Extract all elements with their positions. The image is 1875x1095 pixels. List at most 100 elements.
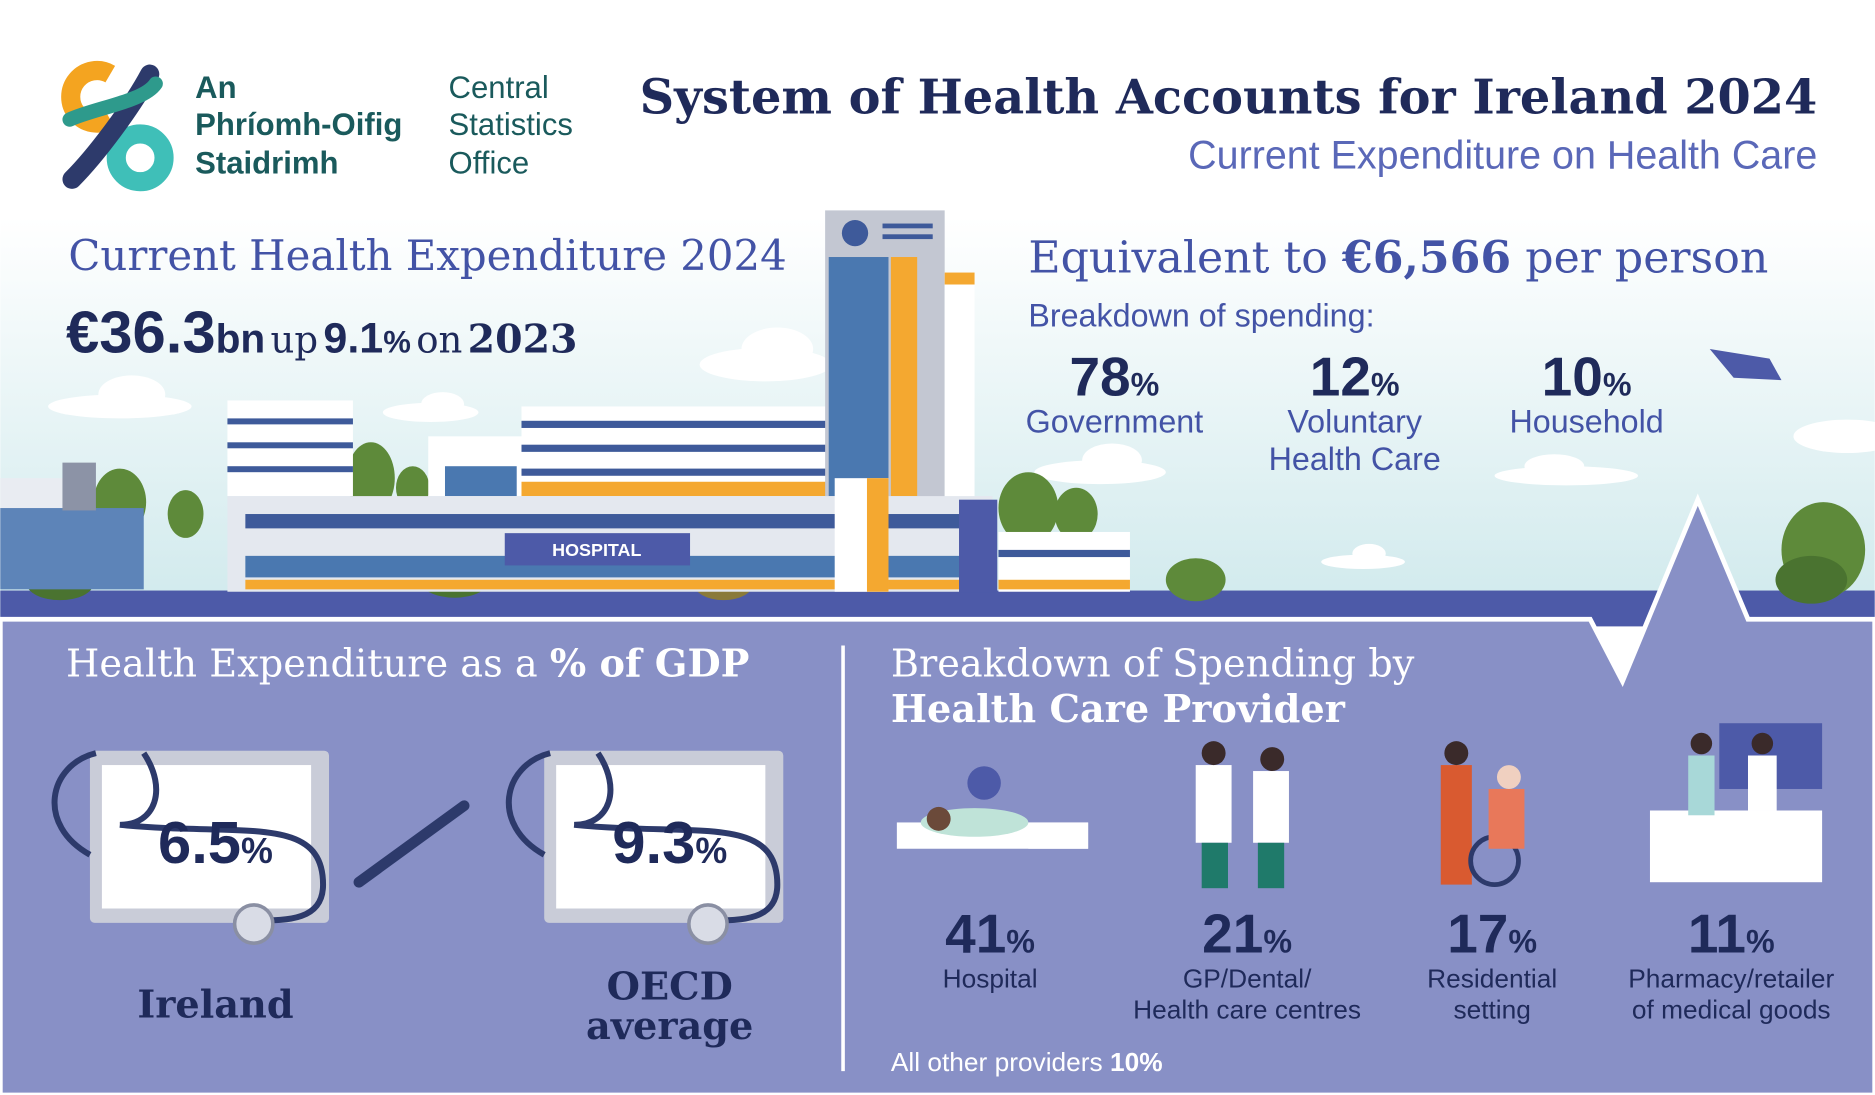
hospital-illustration-shape — [227, 418, 353, 425]
spending-heading: Breakdown of spending: — [1028, 297, 1374, 333]
stat-unit: % — [695, 831, 727, 871]
stat-unit: % — [1006, 924, 1035, 960]
stat-value: 41 — [945, 903, 1006, 965]
logo-shape — [61, 60, 116, 133]
stat-label: OECD — [607, 964, 733, 1009]
change-unit: % — [383, 325, 411, 360]
provider-illustrations-shape — [1496, 765, 1521, 789]
logo-english: Statistics — [449, 107, 573, 142]
hospital-illustration-shape — [890, 257, 918, 497]
stat-unit: % — [1263, 924, 1292, 960]
hospital-illustration-shape — [227, 466, 353, 473]
stat: 10% — [1542, 346, 1632, 408]
up-word: up — [271, 319, 319, 362]
title: System of Health Accounts for Ireland 20… — [640, 70, 1818, 126]
hospital-illustration-shape — [882, 223, 933, 229]
provider-illustrations-shape — [967, 766, 1001, 800]
on-word: on — [416, 319, 462, 362]
other-providers: All other providers 10% — [891, 1047, 1163, 1077]
stat-unit: % — [241, 831, 273, 871]
hospital-illustration-shape — [882, 234, 933, 240]
clouds-shape — [741, 327, 814, 371]
subtitle: Current Expenditure on Health Care — [1188, 134, 1817, 178]
stat-label: Hospital — [943, 963, 1038, 993]
provider-illustrations-shape — [1688, 755, 1715, 816]
logo — [61, 60, 174, 192]
stat-label: Voluntary — [1287, 404, 1422, 440]
expenditure-heading: Current Health Expenditure 2024 — [68, 231, 786, 280]
trees-shape — [1775, 555, 1848, 604]
hospital-illustration-shape — [444, 466, 517, 497]
hospital-illustration-shape — [944, 272, 975, 500]
providers-heading: Breakdown of Spending by — [891, 642, 1415, 687]
per-person-amount: €6,566 — [1341, 232, 1511, 284]
stat: 41% — [945, 903, 1035, 965]
stat-label: GP/Dental/ — [1183, 963, 1312, 993]
gdp-heading-text: Health Expenditure as a — [66, 642, 538, 687]
per-person: Equivalent to €6,566 per person — [1028, 232, 1768, 284]
clouds — [48, 327, 1875, 570]
stat-label: average — [586, 1004, 753, 1049]
trees-shape — [1165, 558, 1226, 602]
provider-illustrations-shape — [1201, 842, 1228, 889]
provider-illustrations-shape — [1747, 755, 1777, 811]
clouds-shape — [421, 392, 465, 417]
gdp-heading: Health Expenditure as a % of GDP — [66, 642, 749, 687]
logo-irish: Phríomh-Oifig — [195, 107, 402, 142]
clipboards-shape — [353, 800, 470, 888]
stat-unit: % — [1508, 924, 1537, 960]
stat-value: 9.3 — [612, 809, 695, 876]
clipboards-shape — [51, 750, 327, 924]
stat-label: of medical goods — [1632, 994, 1831, 1024]
clipboards-shape — [232, 903, 275, 945]
hospital-illustration-shape — [245, 514, 963, 529]
stat-value: 21 — [1202, 903, 1263, 965]
provider-illustrations-shape — [1028, 822, 1089, 849]
stat-value: 78 — [1069, 346, 1130, 408]
stat-unit: % — [1746, 924, 1775, 960]
stat-value: 6.5 — [158, 809, 241, 876]
logo-text: An Phríomh-Oifig Staidrimh Central Stati… — [195, 70, 573, 180]
clipboards-shape — [505, 750, 781, 924]
hospital-illustration-shape — [245, 579, 963, 590]
provider-illustrations-shape — [1253, 771, 1289, 843]
stat-label: Health care centres — [1133, 994, 1361, 1024]
trees-shape — [1054, 487, 1098, 541]
hospital-illustration-shape — [998, 579, 1130, 590]
stat-label: Government — [1026, 404, 1204, 440]
stat-label: Pharmacy/retailer — [1628, 963, 1834, 993]
hospital-illustration-shape — [521, 444, 827, 452]
provider-illustrations-shape — [1260, 747, 1285, 772]
logo-irish: Staidrimh — [195, 145, 338, 180]
hospital-illustration-shape — [521, 420, 827, 428]
hospital-illustration-shape — [521, 468, 827, 476]
gdp-heading-bold: % of GDP — [550, 642, 750, 687]
stat: 9.3% — [612, 809, 727, 876]
other-label: All other providers — [891, 1047, 1103, 1077]
clouds-shape — [98, 375, 166, 414]
logo-english: Office — [449, 145, 530, 180]
stat-label: setting — [1453, 994, 1530, 1024]
provider-illustrations-shape — [1195, 765, 1232, 843]
hospital-illustration-shape — [0, 508, 144, 590]
logo-shape — [62, 76, 163, 127]
trees-shape — [998, 472, 1059, 544]
stat: 11% — [1688, 903, 1775, 965]
provider-illustrations — [896, 723, 1823, 889]
stat: 21% — [1202, 903, 1292, 965]
trees-shape — [167, 490, 204, 538]
stat-value: 17 — [1447, 903, 1508, 965]
provider-illustrations-shape — [926, 806, 951, 831]
stat: 17% — [1447, 903, 1537, 965]
hospital-illustration-shape — [521, 481, 827, 497]
stat-unit: % — [1131, 367, 1160, 403]
per-person-suffix: per person — [1525, 233, 1768, 284]
stat-unit: % — [1603, 367, 1632, 403]
provider-illustrations-shape — [1649, 810, 1823, 883]
stat-label: Household — [1509, 404, 1663, 440]
